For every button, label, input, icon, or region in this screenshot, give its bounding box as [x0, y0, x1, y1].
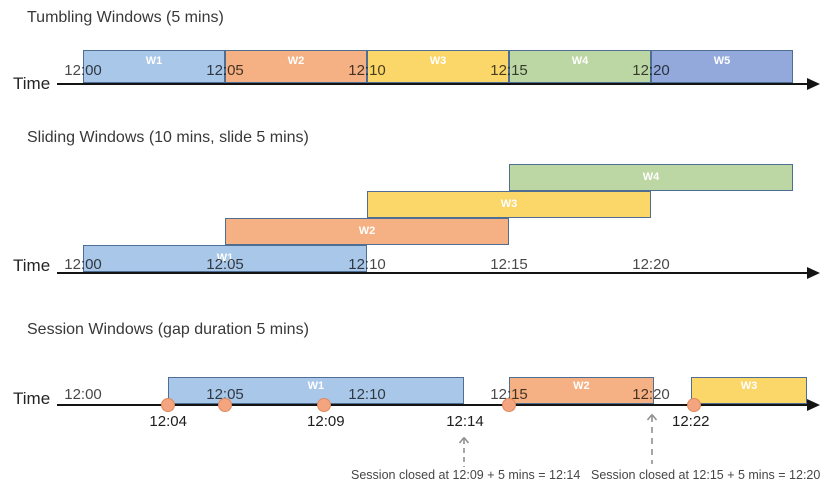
sliding-time-axis-label: Time — [13, 256, 51, 275]
tumbling-tick-label: 12:15 — [490, 62, 528, 79]
sliding-window-w3 — [367, 191, 651, 218]
event-time-label: 12:14 — [446, 413, 484, 430]
tumbling-time-axis-label: Time — [13, 74, 51, 93]
tumbling-timeline-axis — [57, 83, 808, 85]
sliding-timeline-arrowhead-icon — [807, 267, 820, 279]
tumbling-window-label-w5: W5 — [713, 55, 731, 67]
tumbling-timeline-arrowhead-icon — [807, 78, 820, 90]
sliding-tick-label: 12:20 — [632, 256, 670, 273]
event-time-label: 12:09 — [307, 413, 345, 430]
event-dot — [502, 398, 516, 412]
tumbling-window-w2 — [225, 50, 367, 83]
sliding-section-title: Sliding Windows (10 mins, slide 5 mins) — [27, 129, 309, 146]
tumbling-tick-label: 12:05 — [206, 62, 244, 79]
session-window-label-w3: W3 — [740, 380, 758, 392]
sliding-window-label-w2: W2 — [358, 225, 376, 237]
tumbling-section-title: Tumbling Windows (5 mins) — [27, 9, 224, 26]
tumbling-tick-label: 12:00 — [64, 62, 102, 79]
tumbling-tick-label: 12:20 — [632, 62, 670, 79]
session-window-w2 — [509, 377, 654, 404]
session-window-w1 — [168, 377, 464, 404]
event-dot — [317, 398, 332, 412]
sliding-timeline-axis — [57, 272, 808, 274]
sliding-tick-label: 12:05 — [206, 256, 244, 273]
tumbling-window-w1 — [83, 50, 225, 83]
sliding-window-w1 — [83, 245, 367, 272]
session-close-note: Session closed at 12:15 + 5 mins = 12:20 — [591, 468, 821, 482]
event-time-label: 12:04 — [149, 413, 187, 430]
session-time-axis-label: Time — [13, 389, 51, 408]
sliding-window-label-w4: W4 — [642, 171, 660, 183]
session-window-label-w2: W2 — [573, 380, 590, 392]
tumbling-window-label-w4: W4 — [571, 55, 589, 67]
tumbling-window-label-w1: W1 — [145, 55, 163, 67]
session-tick-label: 12:15 — [490, 386, 528, 403]
session-window-w3 — [690, 377, 808, 404]
session-timeline-axis — [57, 404, 808, 406]
session-window-label-w1: W1 — [307, 380, 325, 392]
session-tick-label: 12:05 — [206, 386, 244, 403]
session-section-title: Session Windows (gap duration 5 mins) — [27, 321, 309, 338]
sliding-tick-label: 12:10 — [348, 256, 386, 273]
sliding-window-w2 — [225, 218, 509, 245]
event-dot — [218, 398, 232, 412]
tumbling-window-label-w2: W2 — [287, 55, 305, 67]
sliding-tick-label: 12:15 — [490, 256, 528, 273]
tumbling-tick-label: 12:10 — [348, 62, 386, 79]
sliding-window-w4 — [509, 164, 793, 191]
tumbling-window-w3 — [367, 50, 509, 83]
sliding-window-label-w3: W3 — [500, 198, 518, 210]
session-close-arrow-icon — [458, 436, 470, 468]
event-dot — [686, 398, 701, 412]
session-tick-label: 12:20 — [632, 386, 670, 403]
session-timeline-arrowhead-icon — [807, 399, 820, 411]
tumbling-window-w5 — [651, 50, 793, 83]
tumbling-window-label-w3: W3 — [429, 55, 447, 67]
sliding-window-label-w1: W1 — [216, 252, 234, 264]
session-close-arrow-icon — [646, 413, 658, 465]
tumbling-window-w4 — [509, 50, 651, 83]
event-dot — [161, 398, 176, 412]
sliding-tick-label: 12:00 — [64, 256, 102, 273]
session-close-note: Session closed at 12:09 + 5 mins = 12:14 — [351, 468, 581, 482]
session-tick-label: 12:10 — [348, 386, 386, 403]
event-time-label: 12:22 — [671, 413, 710, 430]
session-tick-label: 12:00 — [64, 386, 102, 403]
